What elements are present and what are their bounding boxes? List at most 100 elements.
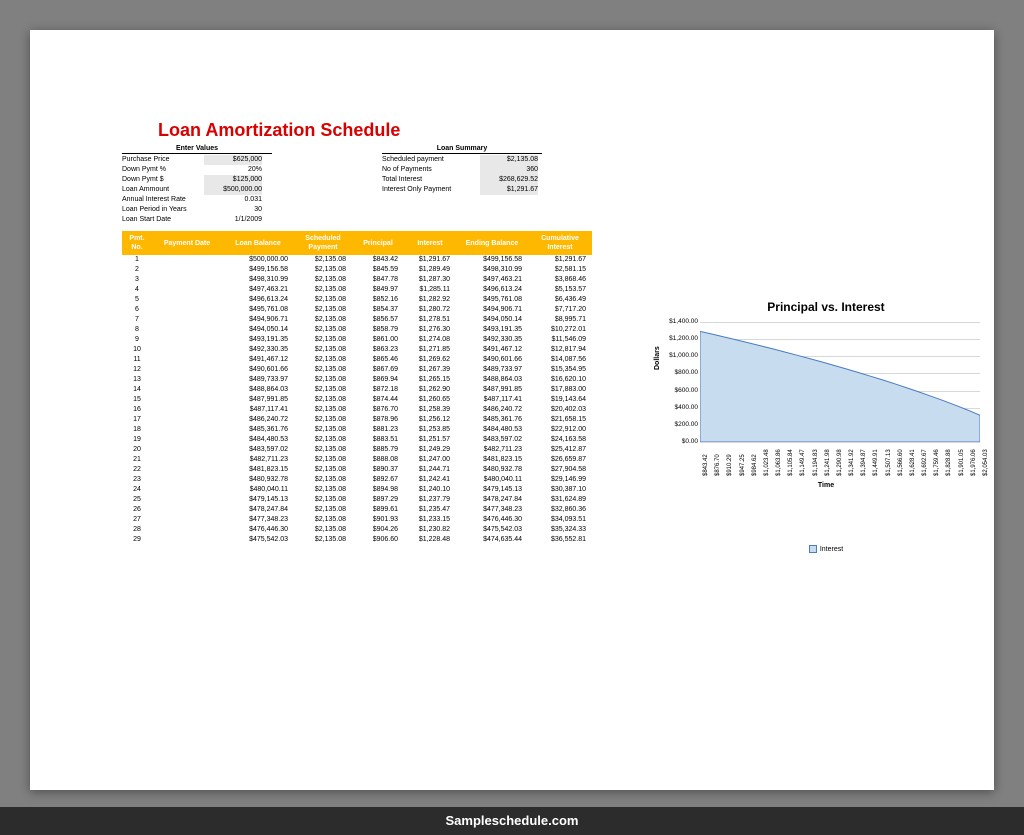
table-cell: 9 [122, 335, 152, 345]
table-cell: $876.70 [352, 405, 404, 415]
chart-x-tick: $1,023.48 [764, 449, 770, 476]
table-row: 26$478,247.84$2,135.08$899.61$1,235.47$4… [122, 505, 592, 515]
table-cell [152, 255, 222, 265]
table-row: 8$494,050.14$2,135.08$858.79$1,276.30$49… [122, 325, 592, 335]
table-cell [152, 285, 222, 295]
chart-y-axis-label: Dollars [654, 346, 661, 370]
top-parameters: Enter Values Purchase Price$625,000Down … [122, 145, 958, 225]
table-cell: $477,348.23 [456, 505, 528, 515]
table-row: 28$476,446.30$2,135.08$904.26$1,230.82$4… [122, 525, 592, 535]
page-title: Loan Amortization Schedule [158, 120, 958, 141]
table-cell: 25 [122, 495, 152, 505]
kv-label: Down Pymt $ [122, 175, 204, 185]
table-header: Scheduled Payment [294, 231, 352, 255]
table-cell: 7 [122, 315, 152, 325]
table-cell: $892.67 [352, 475, 404, 485]
table-cell: $477,348.23 [222, 515, 294, 525]
table-cell: $497,463.21 [456, 275, 528, 285]
table-cell: $845.59 [352, 265, 404, 275]
table-cell: $36,552.81 [528, 535, 592, 545]
table-cell: $1,291.67 [528, 255, 592, 265]
table-cell: 29 [122, 535, 152, 545]
table-cell: $2,135.08 [294, 425, 352, 435]
table-cell: $2,135.08 [294, 455, 352, 465]
kv-value: 0.031 [204, 195, 262, 205]
chart-gridline [700, 442, 980, 443]
table-row: 1$500,000.00$2,135.08$843.42$1,291.67$49… [122, 255, 592, 265]
footer-watermark: Sampleschedule.com [0, 807, 1024, 835]
table-cell [152, 535, 222, 545]
table-cell: $494,050.14 [222, 325, 294, 335]
table-row: 17$486,240.72$2,135.08$878.96$1,256.12$4… [122, 415, 592, 425]
table-cell: $2,135.08 [294, 335, 352, 345]
table-cell: $2,135.08 [294, 495, 352, 505]
table-header: Payment Date [152, 231, 222, 255]
chart-x-tick: $1,290.98 [837, 449, 843, 476]
table-row: 25$479,145.13$2,135.08$897.29$1,237.79$4… [122, 495, 592, 505]
table-cell [152, 415, 222, 425]
kv-value: $625,000 [204, 155, 262, 165]
table-cell: $479,145.13 [456, 485, 528, 495]
table-cell: $10,272.01 [528, 325, 592, 335]
table-cell: 8 [122, 325, 152, 335]
table-cell: $1,228.48 [404, 535, 456, 545]
table-row: 7$494,906.71$2,135.08$856.57$1,278.51$49… [122, 315, 592, 325]
table-cell: $1,235.47 [404, 505, 456, 515]
table-cell: $894.98 [352, 485, 404, 495]
kv-value: $500,000.00 [204, 185, 262, 195]
table-cell: $480,932.78 [222, 475, 294, 485]
table-cell: $878.96 [352, 415, 404, 425]
table-cell: $499,156.58 [456, 255, 528, 265]
table-cell: $843.42 [352, 255, 404, 265]
table-cell: $485,361.76 [222, 425, 294, 435]
chart-x-tick: $1,063.86 [776, 449, 782, 476]
table-cell: $899.61 [352, 505, 404, 515]
table-cell: 14 [122, 385, 152, 395]
table-cell [152, 375, 222, 385]
enter-values-row: Purchase Price$625,000 [122, 155, 272, 165]
table-cell: $485,361.76 [456, 415, 528, 425]
table-cell: $15,354.95 [528, 365, 592, 375]
table-cell: $34,093.51 [528, 515, 592, 525]
table-cell [152, 425, 222, 435]
table-cell: $480,040.11 [222, 485, 294, 495]
table-cell [152, 515, 222, 525]
table-cell: $488,864.03 [456, 375, 528, 385]
chart-x-tick: $1,341.92 [849, 449, 855, 476]
loan-summary-row: Interest Only Payment$1,291.67 [382, 185, 542, 195]
chart-x-tick: $2,054.03 [983, 449, 989, 476]
table-cell: $499,156.58 [222, 265, 294, 275]
amortization-table: Pmt. No.Payment DateLoan BalanceSchedule… [122, 231, 592, 545]
table-cell: 3 [122, 275, 152, 285]
table-cell: $872.18 [352, 385, 404, 395]
table-cell: 13 [122, 375, 152, 385]
table-cell: $1,247.00 [404, 455, 456, 465]
table-cell: $8,995.71 [528, 315, 592, 325]
chart-x-tick: $984.62 [752, 454, 758, 476]
table-cell: 27 [122, 515, 152, 525]
table-cell: $1,289.49 [404, 265, 456, 275]
table-cell: $490,601.66 [222, 365, 294, 375]
table-cell: $483,597.02 [222, 445, 294, 455]
table-cell: $865.46 [352, 355, 404, 365]
table-cell: $493,191.35 [456, 325, 528, 335]
table-cell: $486,240.72 [222, 415, 294, 425]
table-cell: $31,624.89 [528, 495, 592, 505]
table-cell: $498,310.99 [456, 265, 528, 275]
enter-values-row: Down Pymt %20% [122, 165, 272, 175]
table-cell: $26,659.87 [528, 455, 592, 465]
table-cell: 12 [122, 365, 152, 375]
table-cell: 11 [122, 355, 152, 365]
table-cell: $1,258.39 [404, 405, 456, 415]
table-row: 9$493,191.35$2,135.08$861.00$1,274.08$49… [122, 335, 592, 345]
table-cell: $2,135.08 [294, 485, 352, 495]
table-cell [152, 315, 222, 325]
table-cell [152, 465, 222, 475]
table-cell: $874.44 [352, 395, 404, 405]
kv-label: Loan Ammount [122, 185, 204, 195]
table-cell: $861.00 [352, 335, 404, 345]
table-row: 11$491,467.12$2,135.08$865.46$1,269.62$4… [122, 355, 592, 365]
table-cell: $2,135.08 [294, 525, 352, 535]
loan-summary-row: Scheduled payment$2,135.08 [382, 155, 542, 165]
table-cell: $906.60 [352, 535, 404, 545]
